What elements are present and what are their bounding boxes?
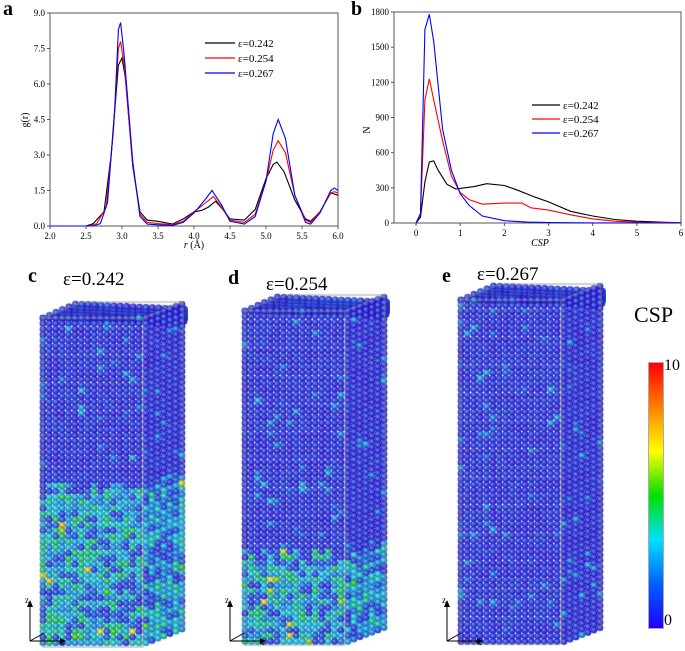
x-tick-label: 4.0 <box>188 231 200 241</box>
y-tick-label: 6.0 <box>34 79 46 89</box>
legend-label-2: ε=0.267 <box>238 68 274 80</box>
series-line-2 <box>415 14 682 224</box>
y-tick-label: 3.0 <box>34 150 46 160</box>
x-tick-label: 3.5 <box>152 231 164 241</box>
axis-x-label: x <box>260 637 265 645</box>
y-axis-label: N <box>362 126 373 133</box>
axis-x-label: x <box>60 637 65 645</box>
x-tick-label: 0 <box>414 228 419 238</box>
axis-z-label: z <box>442 595 446 605</box>
panel-label-e: e <box>442 265 451 287</box>
colorbar-max-label: 10 <box>664 357 680 374</box>
y-tick-label: 1500 <box>371 42 390 52</box>
x-axis-label: CSP <box>531 238 549 249</box>
series-line-1 <box>415 78 682 224</box>
x-tick-label: 5 <box>635 228 640 238</box>
sim-title-c: ε=0.242 <box>63 269 125 290</box>
y-tick-label: 4.5 <box>34 115 46 125</box>
panel-label-c: c <box>28 265 37 287</box>
y-tick-label: 0 <box>385 218 390 228</box>
legend-label-0: ε=0.242 <box>238 38 274 50</box>
y-tick-label: 1200 <box>371 77 390 87</box>
legend-label-1: ε=0.254 <box>238 53 274 65</box>
atom-render-d <box>240 293 390 651</box>
x-tick-label: 2.5 <box>80 231 92 241</box>
panel-label-d: d <box>228 267 240 289</box>
axis-z-label: z <box>25 595 29 605</box>
x-tick-label: 6.0 <box>332 231 344 241</box>
x-tick-label: 3.0 <box>116 231 128 241</box>
series-line-0 <box>415 160 682 224</box>
series-line-0 <box>50 56 339 227</box>
series-line-2 <box>50 22 339 227</box>
y-tick-label: 0.0 <box>34 221 46 231</box>
x-tick-label: 3 <box>546 228 551 238</box>
y-axis-label: g(r) <box>20 113 31 128</box>
axis-z-label: z <box>225 595 229 605</box>
chart-b-csp: 0 1 2 3 4 5 6 0 300 600 900 1200 1500 1800 ε=0.242 ε=0.… <box>362 7 684 249</box>
y-tick-label: 9.0 <box>34 8 46 18</box>
y-tick-label: 7.5 <box>34 44 46 54</box>
panel-label-a: a <box>3 0 13 20</box>
x-tick-label: 1 <box>458 228 463 238</box>
x-tick-label: 4.5 <box>224 231 236 241</box>
colorbar-title: CSP <box>634 302 674 327</box>
atom-render-c <box>38 300 188 651</box>
x-axis-label: r (Å) <box>184 239 204 250</box>
y-tick-label: 600 <box>376 148 390 158</box>
legend-label-0: ε=0.242 <box>563 100 599 112</box>
sim-title-e: ε=0.267 <box>477 264 539 285</box>
legend-label-2: ε=0.267 <box>563 128 599 140</box>
x-tick-label: 4 <box>590 228 595 238</box>
colorbar <box>648 362 664 629</box>
chart-a-gr: 2.0 2.5 3.0 3.5 4.0 4.5 5.0 5.5 6.0 0.0 1.5 3.0 4.5 6… <box>20 8 344 250</box>
y-tick-label: 300 <box>376 183 390 193</box>
y-tick-label: 1.5 <box>34 186 46 196</box>
colorbar-min-label: 0 <box>664 612 672 629</box>
sim-title-d: ε=0.254 <box>266 274 328 295</box>
series-line-1 <box>50 41 339 227</box>
atom-render-e <box>456 282 606 651</box>
panel-label-b: b <box>351 0 363 20</box>
x-tick-label: 5.0 <box>260 231 272 241</box>
y-tick-label: 900 <box>376 113 390 123</box>
axis-x-label: x <box>477 637 482 645</box>
y-tick-label: 1800 <box>371 7 390 17</box>
legend-label-1: ε=0.254 <box>563 114 599 126</box>
x-tick-label: 5.5 <box>296 231 308 241</box>
x-tick-label: 2 <box>502 228 507 238</box>
x-tick-label: 2.0 <box>44 231 56 241</box>
x-tick-label: 6 <box>679 228 684 238</box>
